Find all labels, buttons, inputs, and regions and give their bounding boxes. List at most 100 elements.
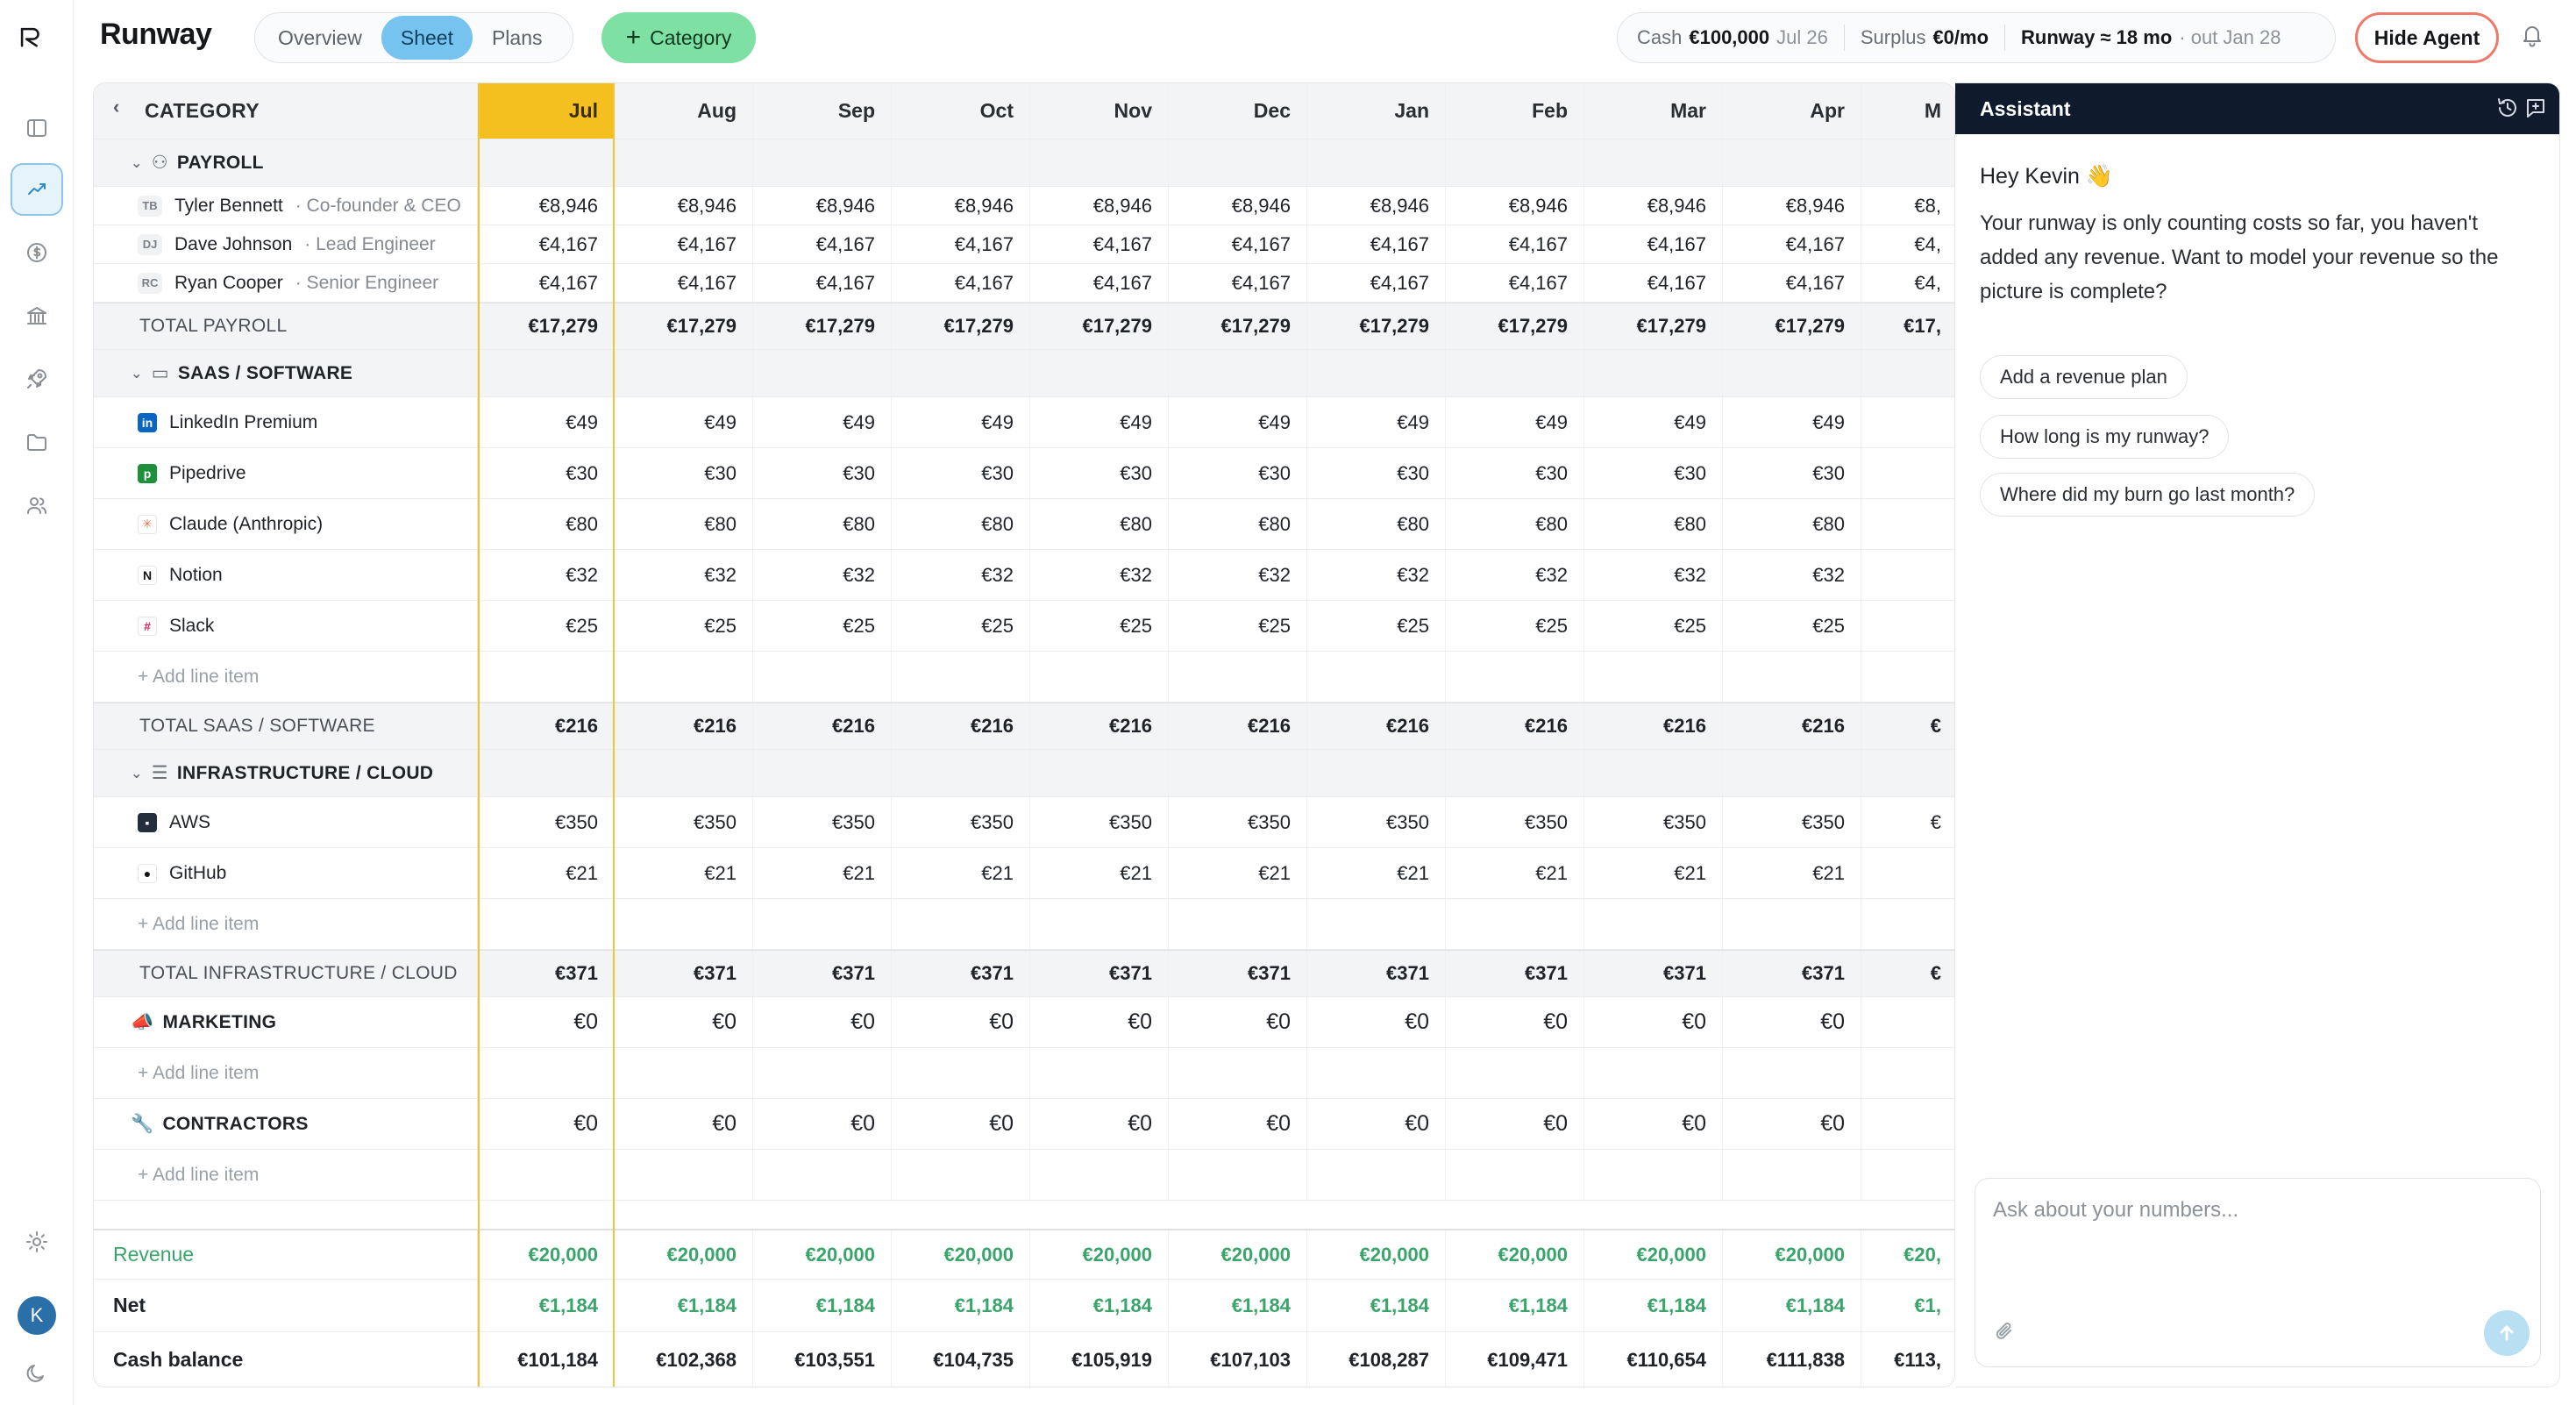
value-cell[interactable]	[1861, 550, 1954, 600]
value-cell[interactable]	[1584, 1150, 1723, 1200]
value-cell[interactable]	[753, 139, 892, 186]
value-cell[interactable]	[1723, 139, 1861, 186]
value-cell[interactable]: €4,167	[478, 225, 615, 263]
line-item-name[interactable]: ▪ AWS	[94, 812, 210, 833]
value-cell[interactable]	[1861, 601, 1954, 651]
value-cell[interactable]	[1169, 350, 1307, 396]
hide-agent-button[interactable]: Hide Agent	[2355, 12, 2499, 63]
value-cell[interactable]	[1723, 899, 1861, 949]
value-cell[interactable]: €20,000	[1584, 1230, 1723, 1279]
user-avatar[interactable]: K	[18, 1296, 56, 1335]
value-cell[interactable]: €371	[1723, 951, 1861, 996]
value-cell[interactable]: €8,946	[892, 187, 1030, 225]
value-cell[interactable]: €0	[1030, 997, 1169, 1047]
value-cell[interactable]: €0	[753, 1099, 892, 1149]
value-cell[interactable]: €0	[892, 997, 1030, 1047]
value-cell[interactable]: €4,167	[753, 225, 892, 263]
value-cell[interactable]	[1723, 1048, 1861, 1098]
add-line-item-button[interactable]: + Add line item	[138, 1062, 260, 1083]
value-cell[interactable]: €17,279	[1030, 303, 1169, 349]
value-cell[interactable]: €0	[753, 997, 892, 1047]
value-cell[interactable]: €371	[1446, 951, 1584, 996]
value-cell[interactable]: €4,167	[615, 225, 753, 263]
add-line-item-button[interactable]: + Add line item	[138, 913, 260, 934]
value-cell[interactable]: €105,919	[1030, 1332, 1169, 1387]
value-cell[interactable]: €17,279	[615, 303, 753, 349]
value-cell[interactable]: €110,654	[1584, 1332, 1723, 1387]
value-cell[interactable]	[1030, 139, 1169, 186]
value-cell[interactable]: €4,167	[753, 264, 892, 302]
value-cell[interactable]	[1861, 750, 1954, 796]
value-cell[interactable]	[1723, 350, 1861, 396]
value-cell[interactable]: €32	[892, 550, 1030, 600]
value-cell[interactable]	[1030, 1048, 1169, 1098]
value-cell[interactable]: €32	[1584, 550, 1723, 600]
value-cell[interactable]	[1584, 652, 1723, 702]
value-cell[interactable]	[753, 750, 892, 796]
value-cell[interactable]	[1723, 1150, 1861, 1200]
value-cell[interactable]: €350	[1169, 797, 1307, 847]
value-cell[interactable]	[1446, 652, 1584, 702]
value-cell[interactable]	[1030, 899, 1169, 949]
value-cell[interactable]: €25	[753, 601, 892, 651]
value-cell[interactable]: €17,279	[1446, 303, 1584, 349]
value-cell[interactable]: €4,167	[478, 264, 615, 302]
value-cell[interactable]: €371	[753, 951, 892, 996]
value-cell[interactable]	[892, 1048, 1030, 1098]
value-cell[interactable]: €0	[892, 1099, 1030, 1149]
value-cell[interactable]: €25	[615, 601, 753, 651]
line-item-name[interactable]: # Slack	[94, 616, 214, 637]
line-item-name[interactable]: TB Tyler Bennett · Co-founder & CEO	[94, 195, 461, 217]
value-cell[interactable]: €216	[478, 703, 615, 749]
value-cell[interactable]	[615, 750, 753, 796]
suggestion-chip[interactable]: How long is my runway?	[1980, 415, 2230, 459]
value-cell[interactable]: €21	[615, 848, 753, 898]
value-cell[interactable]	[478, 1150, 615, 1200]
value-cell[interactable]	[753, 1150, 892, 1200]
value-cell[interactable]: €20,000	[892, 1230, 1030, 1279]
value-cell[interactable]: €49	[1169, 397, 1307, 447]
value-cell[interactable]: €1,184	[892, 1280, 1030, 1331]
value-cell[interactable]	[1307, 1150, 1446, 1200]
value-cell[interactable]	[753, 652, 892, 702]
line-item-name[interactable]: ● GitHub	[94, 863, 226, 884]
value-cell[interactable]: €1,184	[1446, 1280, 1584, 1331]
value-cell[interactable]: €21	[1169, 848, 1307, 898]
value-cell[interactable]: €32	[478, 550, 615, 600]
line-item-name[interactable]: N Notion	[94, 565, 223, 586]
value-cell[interactable]: €30	[1723, 448, 1861, 498]
value-cell[interactable]	[1169, 899, 1307, 949]
value-cell[interactable]: €30	[615, 448, 753, 498]
value-cell[interactable]: €101,184	[478, 1332, 615, 1387]
value-cell[interactable]: €216	[753, 703, 892, 749]
value-cell[interactable]: €20,	[1861, 1230, 1954, 1279]
value-cell[interactable]	[1030, 750, 1169, 796]
value-cell[interactable]: €1,184	[1030, 1280, 1169, 1331]
value-cell[interactable]: €49	[1584, 397, 1723, 447]
value-cell[interactable]: €8,946	[1169, 187, 1307, 225]
value-cell[interactable]: €4,	[1861, 225, 1954, 263]
value-cell[interactable]: €0	[1723, 1099, 1861, 1149]
value-cell[interactable]: €0	[1169, 997, 1307, 1047]
value-cell[interactable]: €111,838	[1723, 1332, 1861, 1387]
category-title[interactable]: 🔧 CONTRACTORS	[94, 1114, 309, 1135]
value-cell[interactable]: €108,287	[1307, 1332, 1446, 1387]
value-cell[interactable]: €8,946	[1030, 187, 1169, 225]
value-cell[interactable]	[1307, 750, 1446, 796]
value-cell[interactable]: €25	[1446, 601, 1584, 651]
value-cell[interactable]: €4,167	[1307, 264, 1446, 302]
value-cell[interactable]: €1,184	[753, 1280, 892, 1331]
value-cell[interactable]: €20,000	[615, 1230, 753, 1279]
value-cell[interactable]: €371	[615, 951, 753, 996]
rocket-icon[interactable]	[11, 353, 63, 405]
collapse-chevron-left-icon[interactable]: ‹	[113, 96, 120, 118]
value-cell[interactable]: €350	[892, 797, 1030, 847]
value-cell[interactable]: €1,184	[478, 1280, 615, 1331]
value-cell[interactable]	[1446, 899, 1584, 949]
value-cell[interactable]: €4,167	[892, 264, 1030, 302]
value-cell[interactable]: €80	[1307, 499, 1446, 549]
value-cell[interactable]	[892, 652, 1030, 702]
value-cell[interactable]	[1584, 350, 1723, 396]
value-cell[interactable]: €0	[1584, 1099, 1723, 1149]
trend-chart-icon[interactable]	[11, 163, 63, 216]
